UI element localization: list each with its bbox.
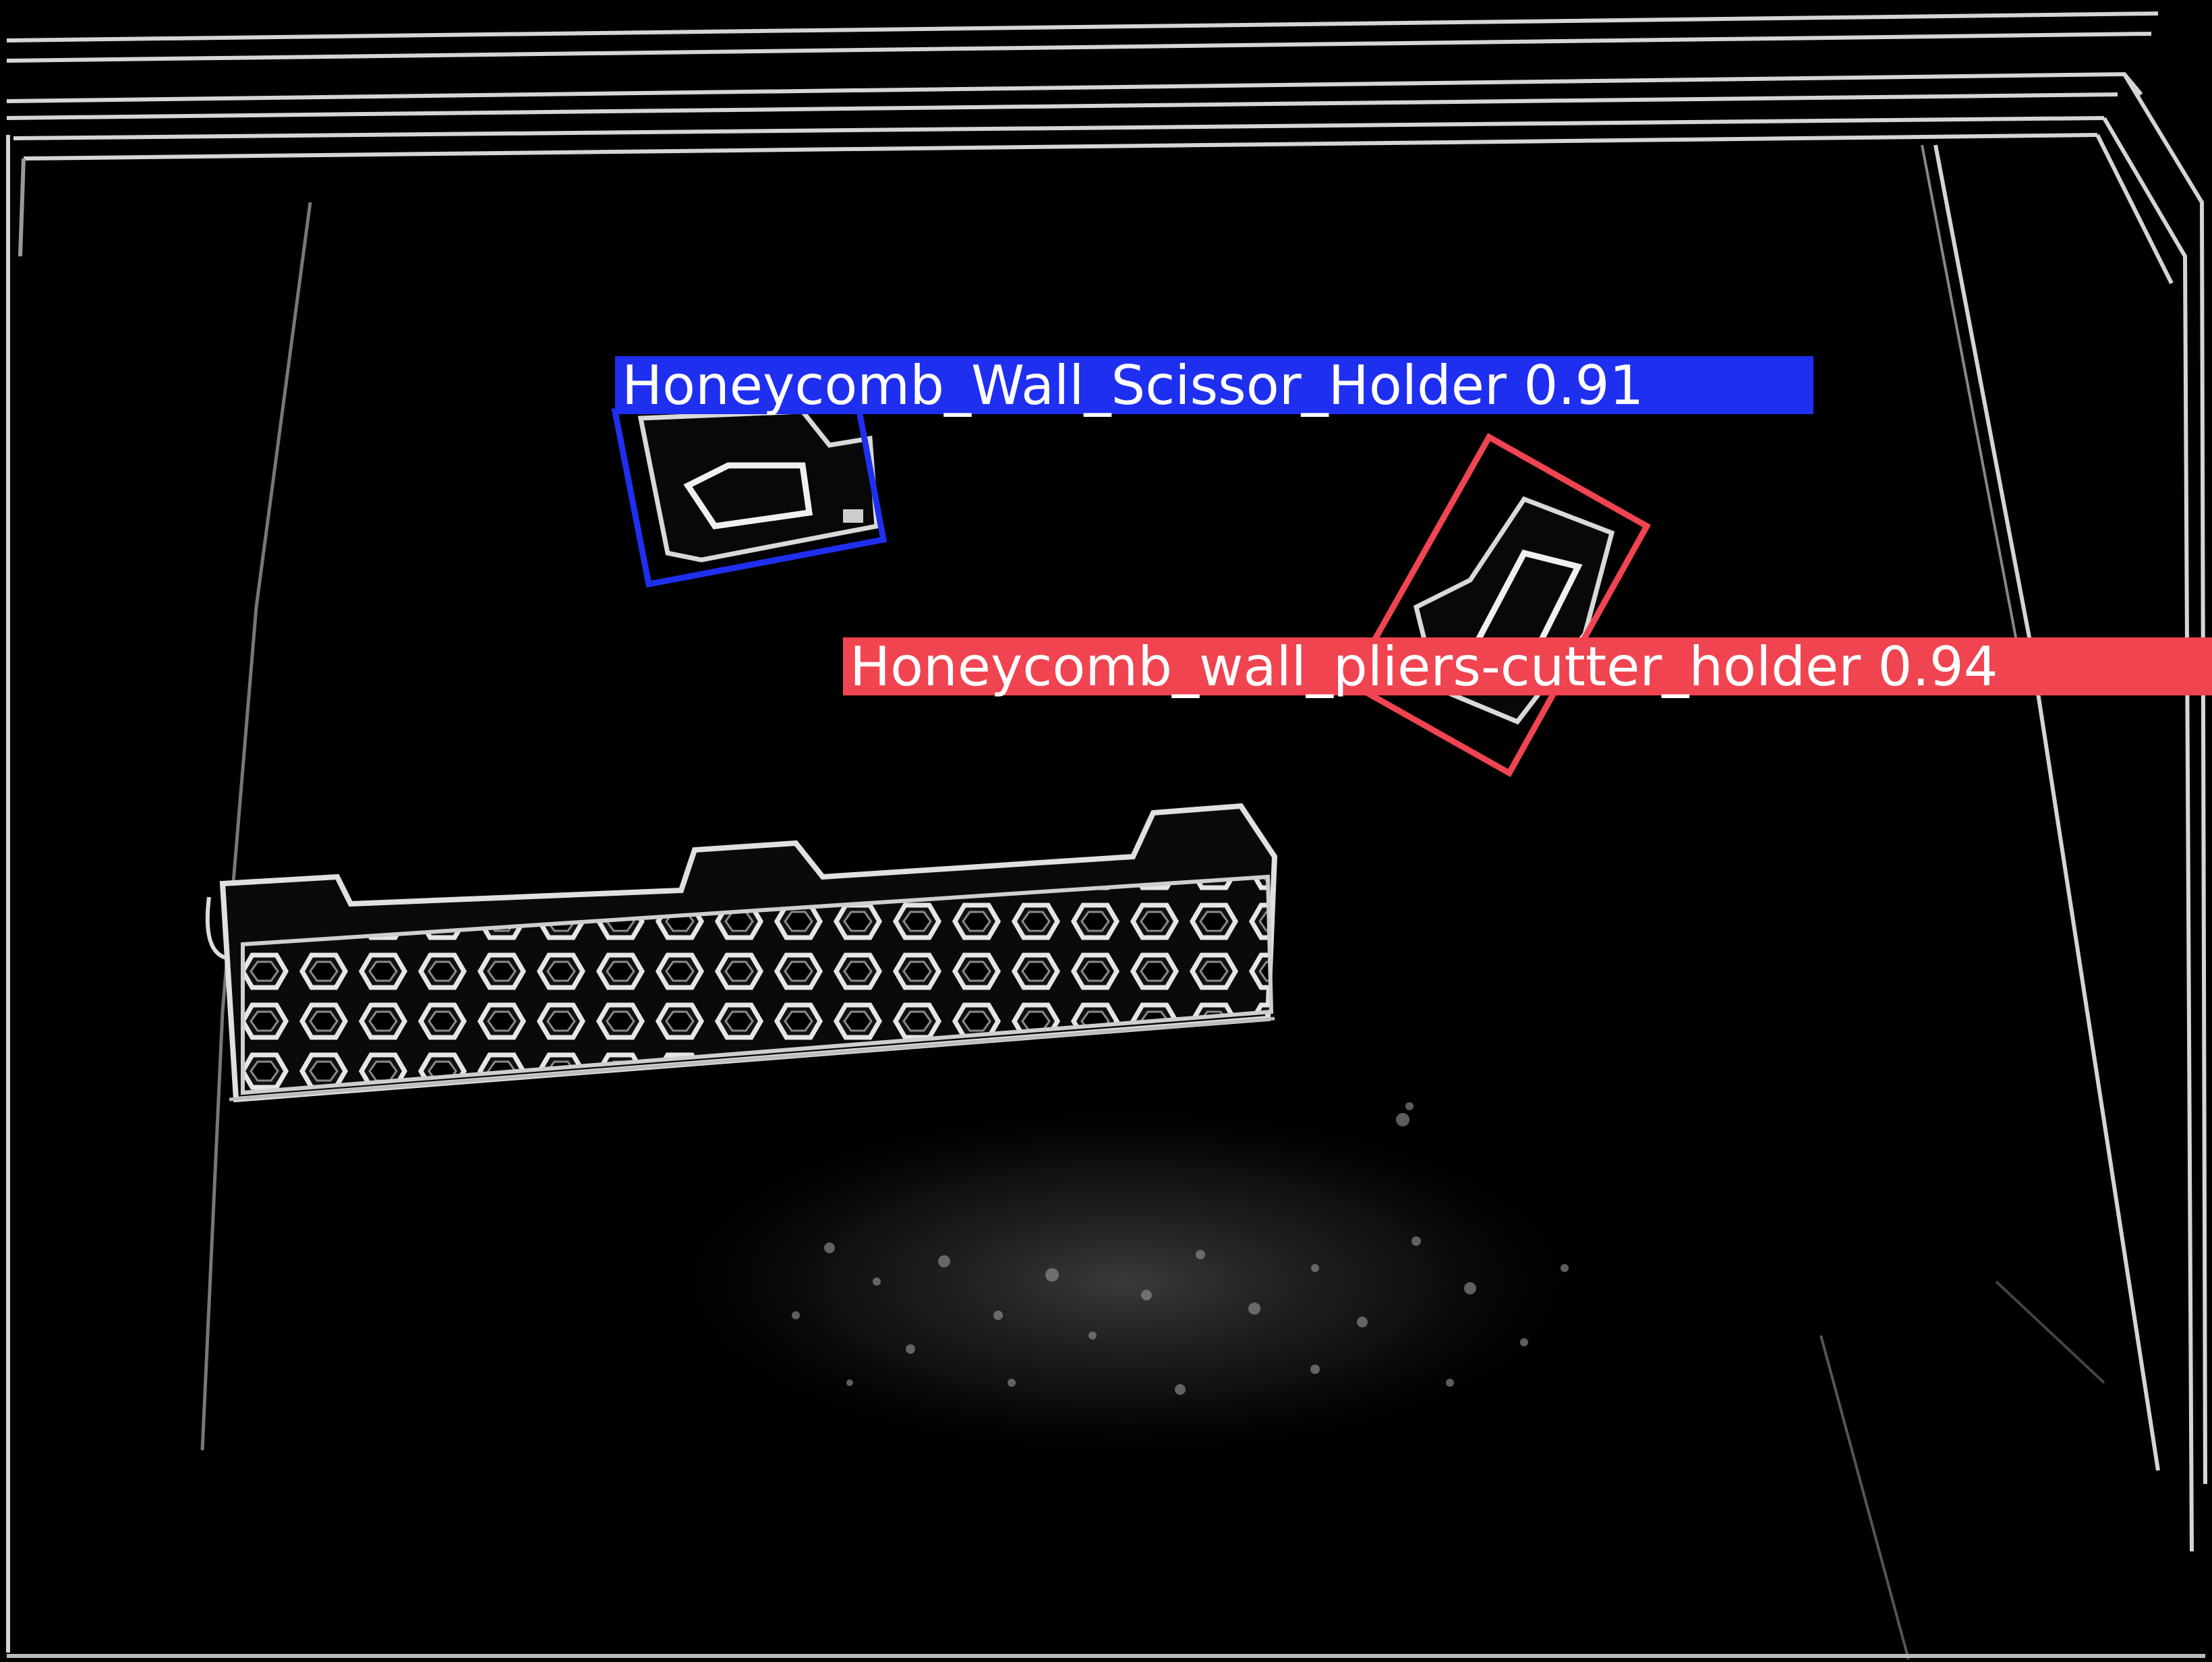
detection-class-name: Honeycomb_wall_pliers-cutter_holder [850, 635, 1861, 698]
detection-class-name: Honeycomb_Wall_Scissor_Holder [622, 354, 1507, 417]
detection-score: 0.91 [1523, 354, 1644, 417]
honeycomb-pegboard [205, 803, 1278, 1103]
reflection-speckles [792, 1102, 1569, 1395]
floor-reflection [641, 1093, 1612, 1470]
detection-score: 0.94 [1878, 635, 1998, 698]
detection-label-scissor-holder: Honeycomb_Wall_Scissor_Holder 0.91 [615, 354, 1813, 417]
detection-label-pliers-holder: Honeycomb_wall_pliers-cutter_holder 0.94 [843, 635, 2212, 698]
detection-box-pliers-holder [1345, 432, 1652, 778]
